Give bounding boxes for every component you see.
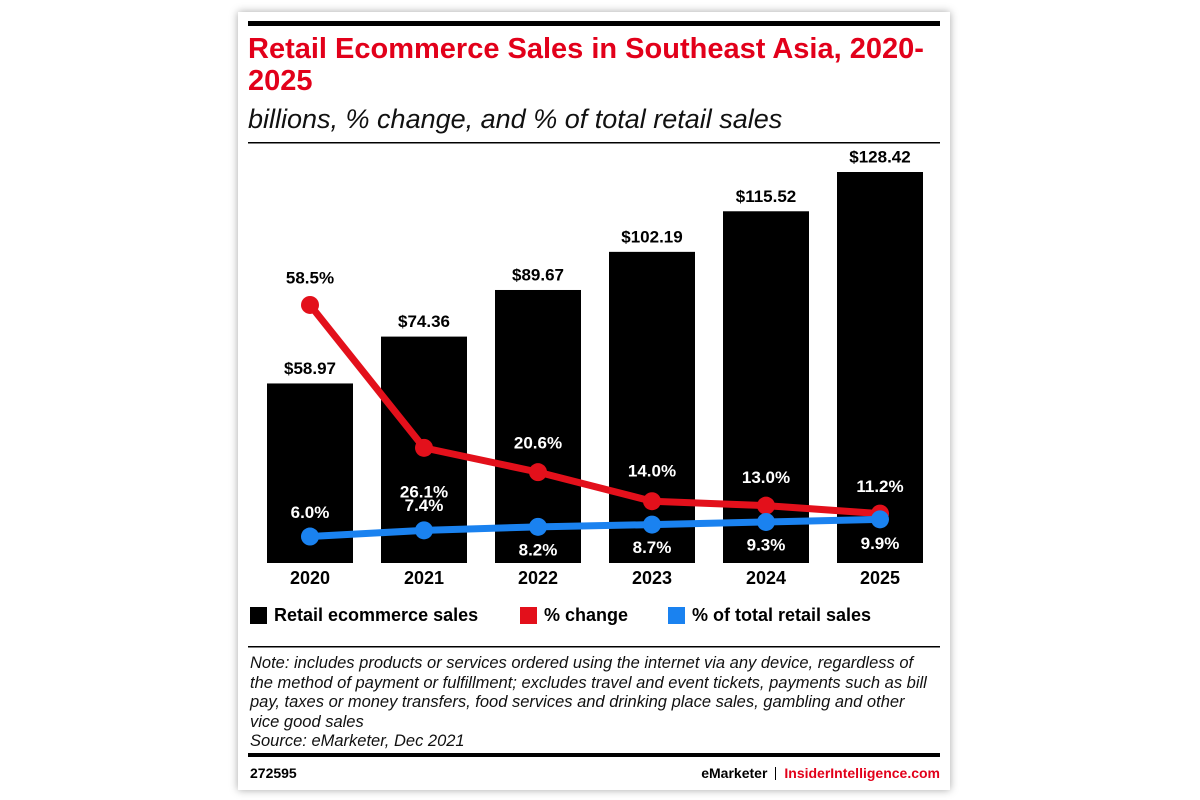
data-label: 8.2%	[519, 540, 558, 559]
legend-swatch	[250, 607, 267, 624]
line	[307, 302, 881, 518]
data-label: $115.52	[736, 187, 797, 206]
data-label: $128.42	[849, 147, 910, 166]
legend-swatch	[520, 607, 537, 624]
marker	[529, 463, 547, 482]
bar	[609, 251, 695, 563]
rule	[248, 142, 940, 144]
x-tick-label: 2023	[632, 568, 672, 588]
x-tick-label: 2025	[860, 568, 900, 588]
data-label: 13.0%	[742, 468, 790, 487]
brand: eMarketer	[701, 765, 768, 781]
data-label: 26.1%	[400, 482, 448, 501]
site: InsiderIntelligence.com	[784, 765, 940, 781]
data-label: 58.5%	[286, 268, 334, 287]
legend-label: % of total retail sales	[692, 605, 871, 625]
marker	[643, 515, 661, 534]
chart-id: 272595	[250, 765, 297, 781]
bar	[837, 172, 923, 563]
source: Source: eMarketer, Dec 2021	[250, 732, 465, 750]
marker	[871, 510, 889, 529]
x-tick-label: 2020	[290, 568, 330, 588]
data-label: 20.6%	[514, 434, 562, 453]
marker	[415, 438, 433, 457]
data-label: $58.97	[284, 359, 336, 378]
data-label: $89.67	[512, 265, 564, 284]
marker	[415, 521, 433, 540]
separator	[775, 767, 777, 780]
top-rule	[248, 21, 940, 26]
x-tick-label: 2021	[404, 568, 444, 588]
x-tick-label: 2024	[746, 568, 786, 588]
chart-title: Retail Ecommerce Sales in Southeast Asia…	[248, 33, 924, 97]
data-label: 8.7%	[633, 538, 672, 557]
marker	[757, 512, 775, 531]
data-label: $74.36	[398, 312, 450, 331]
marker	[757, 496, 775, 515]
chart-subtitle: billions, % change, and % of total retai…	[248, 104, 783, 134]
marker	[301, 295, 319, 314]
data-label: 11.2%	[856, 477, 903, 496]
rule	[248, 646, 940, 648]
data-label: 7.4%	[405, 496, 444, 515]
data-label: $102.19	[621, 227, 682, 246]
line	[309, 515, 881, 541]
bar	[495, 289, 581, 563]
data-label: 6.0%	[291, 503, 330, 522]
legend-label: % change	[544, 605, 628, 625]
marker	[301, 527, 319, 546]
note-text: Note: includes products or services orde…	[250, 654, 927, 731]
footer-brand: eMarketer InsiderIntelligence.com	[701, 765, 940, 781]
note: Note: includes products or services orde…	[250, 654, 938, 752]
legend-label: Retail ecommerce sales	[274, 605, 478, 625]
legend-swatch	[668, 607, 685, 624]
card	[238, 12, 950, 790]
data-label: 9.3%	[747, 535, 786, 554]
bottom-rule	[248, 753, 940, 757]
x-tick-label: 2022	[518, 568, 558, 588]
data-label: 9.9%	[861, 534, 900, 553]
marker	[529, 517, 547, 536]
data-label: 14.0%	[628, 462, 676, 481]
marker	[643, 492, 661, 511]
